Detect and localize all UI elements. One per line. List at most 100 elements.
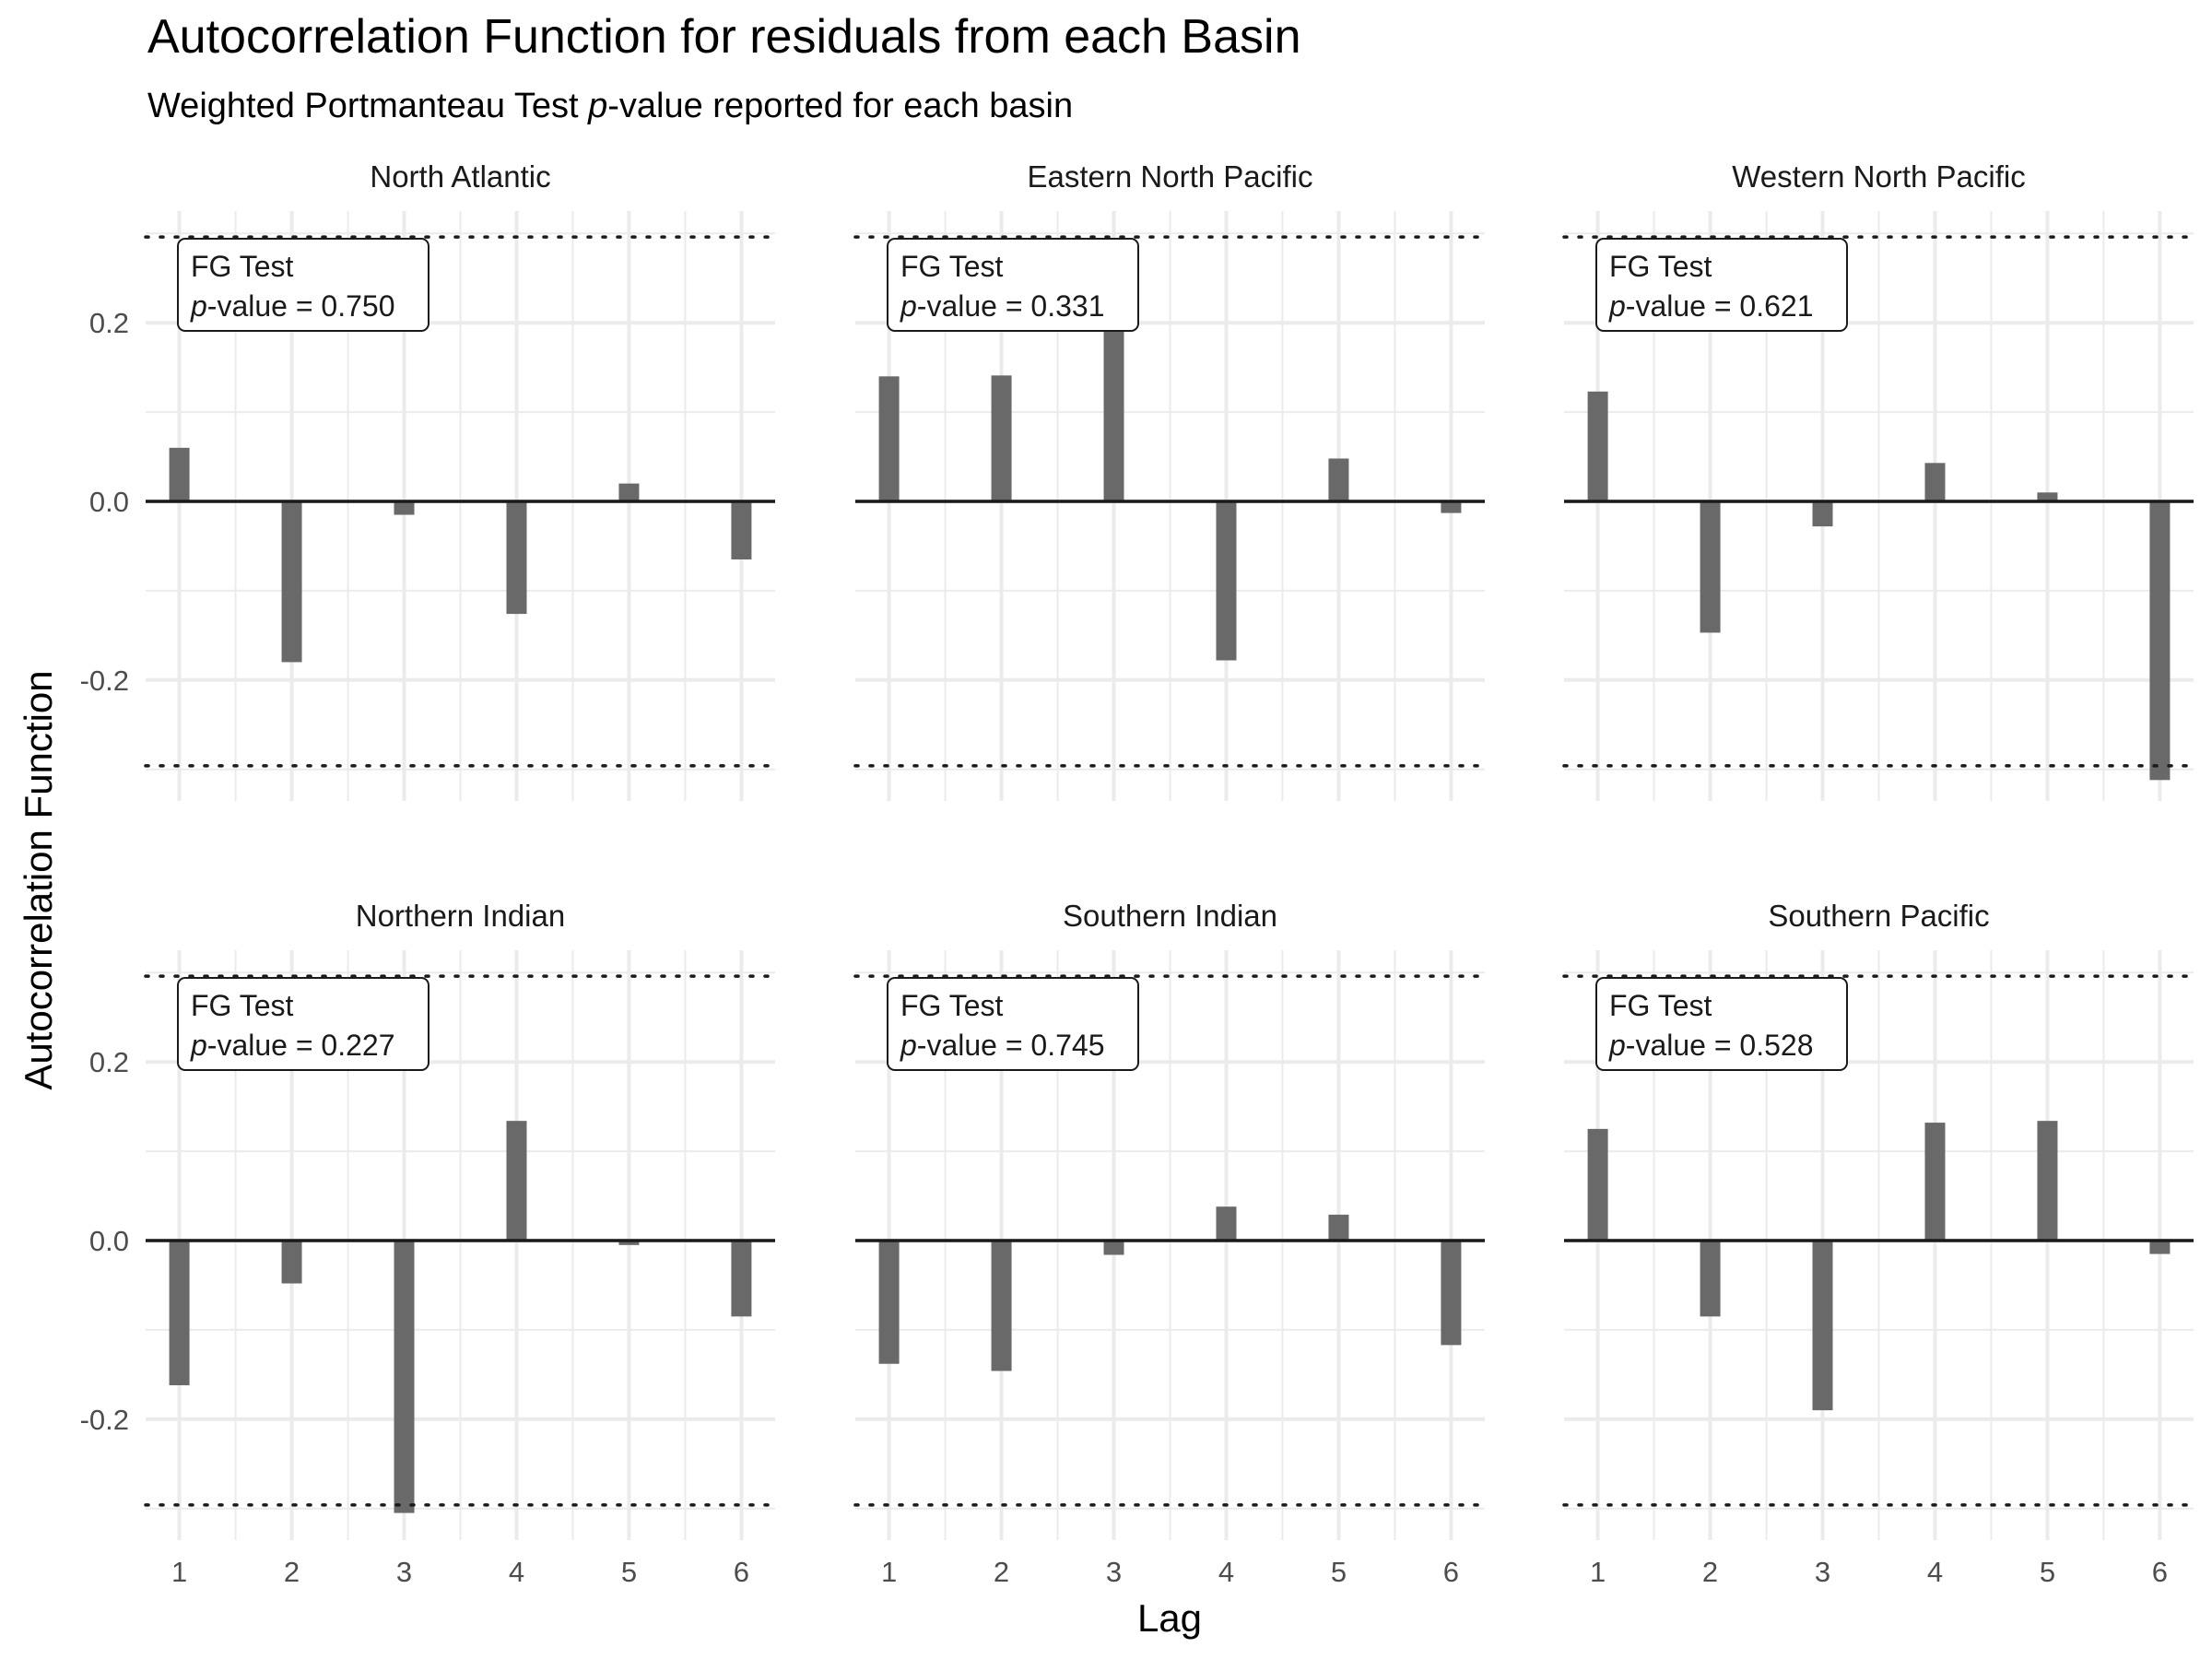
annotation-p-value: p-value = 0.331 [900,289,1105,323]
y-axis-label: Autocorrelation Function [17,670,60,1089]
x-tick-label: 6 [2152,1556,2168,1588]
x-tick-label: 3 [396,1556,412,1588]
y-tick-label: 0.0 [89,1225,129,1257]
x-tick-label: 2 [1702,1556,1718,1588]
annotation-box [887,238,1139,332]
acf-bar [1103,1241,1124,1255]
x-tick-label: 5 [2040,1556,2055,1588]
subtitle-text-after: -value reported for each basin [607,87,1073,125]
panel-eastern-north-pacific: Eastern North Pacific FG Test p-value = 0.… [853,159,1487,801]
x-tick-label: 5 [1331,1556,1347,1588]
chart-subtitle: Weighted Portmanteau Test p-value report… [147,87,1073,125]
p-italic: p [1608,289,1626,323]
x-tick-label: 4 [509,1556,524,1588]
annotation-p-value: p-value = 0.621 [1608,289,1814,323]
acf-bar [731,501,752,559]
p-italic: p [900,1029,917,1062]
acf-bar [1103,309,1124,501]
annotation-p-value: p-value = 0.227 [190,1029,395,1062]
annotation-p-value: p-value = 0.745 [900,1029,1105,1062]
x-tick-label: 4 [1927,1556,1943,1588]
x-tick-label: 6 [1443,1556,1459,1588]
panel-title: Southern Indian [1063,899,1277,933]
acf-bar [2037,492,2058,501]
acf-bar [2149,1241,2171,1254]
acf-bar [878,1241,900,1364]
acf-bar [1924,1123,1946,1241]
y-tick-label: -0.2 [80,665,129,697]
subtitle-text-before: Weighted Portmanteau Test [147,87,588,125]
x-tick-label: 2 [994,1556,1009,1588]
acf-bar [1812,501,1833,527]
panel-title: Southern Pacific [1768,899,1989,933]
annotation-p-value: p-value = 0.750 [190,289,395,323]
annotation-test-name: FG Test [1609,250,1712,283]
annotation-test-name: FG Test [900,989,1004,1022]
p-value-text: -value = 0.745 [917,1029,1105,1062]
acf-bar [506,1121,527,1241]
x-tick-label: 6 [734,1556,749,1588]
acf-bar [506,501,527,615]
acf-bar [991,1241,1012,1371]
annotation-test-name: FG Test [1609,989,1712,1022]
y-tick-label: 0.2 [89,1046,129,1078]
acf-bar [169,447,190,501]
annotation-box [177,977,429,1071]
x-tick-label: 1 [1590,1556,1606,1588]
annotation-test-name: FG Test [191,250,294,283]
acf-bar [1924,463,1946,501]
acf-bar [1587,1128,1608,1241]
acf-bar [1328,1214,1349,1241]
x-tick-label: 2 [284,1556,300,1588]
panel-title: North Atlantic [370,159,550,194]
panel-title: Eastern North Pacific [1028,159,1313,194]
p-italic: p [190,1029,207,1062]
acf-bar [1700,1241,1721,1317]
annotation-test-name: FG Test [191,989,294,1022]
acf-bar [169,1241,190,1385]
annotation-box [177,238,429,332]
acf-bar [1328,458,1349,501]
acf-bar [1812,1241,1833,1411]
acf-bar [618,483,640,501]
x-tick-label: 3 [1106,1556,1122,1588]
x-tick-label: 1 [171,1556,187,1588]
p-value-text: -value = 0.227 [207,1029,395,1062]
p-italic: p [900,289,917,323]
p-italic: p [190,289,207,323]
acf-bar [394,501,415,515]
subtitle-italic-p: p [587,87,607,125]
x-tick-label: 4 [1218,1556,1234,1588]
acf-bar [1441,501,1462,513]
panel-title: Western North Pacific [1732,159,2026,194]
acf-bar [1587,391,1608,501]
y-tick-label: -0.2 [80,1404,129,1436]
chart-title: Autocorrelation Function for residuals f… [147,10,1301,64]
p-value-text: -value = 0.331 [917,289,1105,323]
panel-southern-pacific: Southern Pacific FG Test p-value = 0.528 1 2… [1562,899,2195,1588]
annotation-p-value: p-value = 0.528 [1608,1029,1814,1062]
acf-bar [1216,501,1237,661]
acf-bar [2149,501,2171,781]
acf-bar [1216,1206,1237,1241]
acf-bar [281,501,302,663]
annotation-box [887,977,1139,1071]
p-value-text: -value = 0.750 [207,289,395,323]
acf-bar [878,376,900,501]
y-tick-label: 0.0 [89,486,129,518]
panel-western-north-pacific: Western North Pacific FG Test p-value = 0.… [1562,159,2195,801]
x-tick-label: 3 [1815,1556,1830,1588]
p-value-text: -value = 0.528 [1626,1029,1814,1062]
acf-bar [1441,1241,1462,1346]
panel-southern-indian: Southern Indian FG Test p-value = 0.745 1 2 3… [853,899,1487,1588]
annotation-box [1595,977,1848,1071]
p-italic: p [1608,1029,1626,1062]
y-tick-label: 0.2 [89,307,129,339]
acf-bar [281,1241,302,1284]
acf-bar [394,1241,415,1513]
acf-bar [731,1241,752,1317]
annotation-box [1595,238,1848,332]
p-value-text: -value = 0.621 [1626,289,1814,323]
